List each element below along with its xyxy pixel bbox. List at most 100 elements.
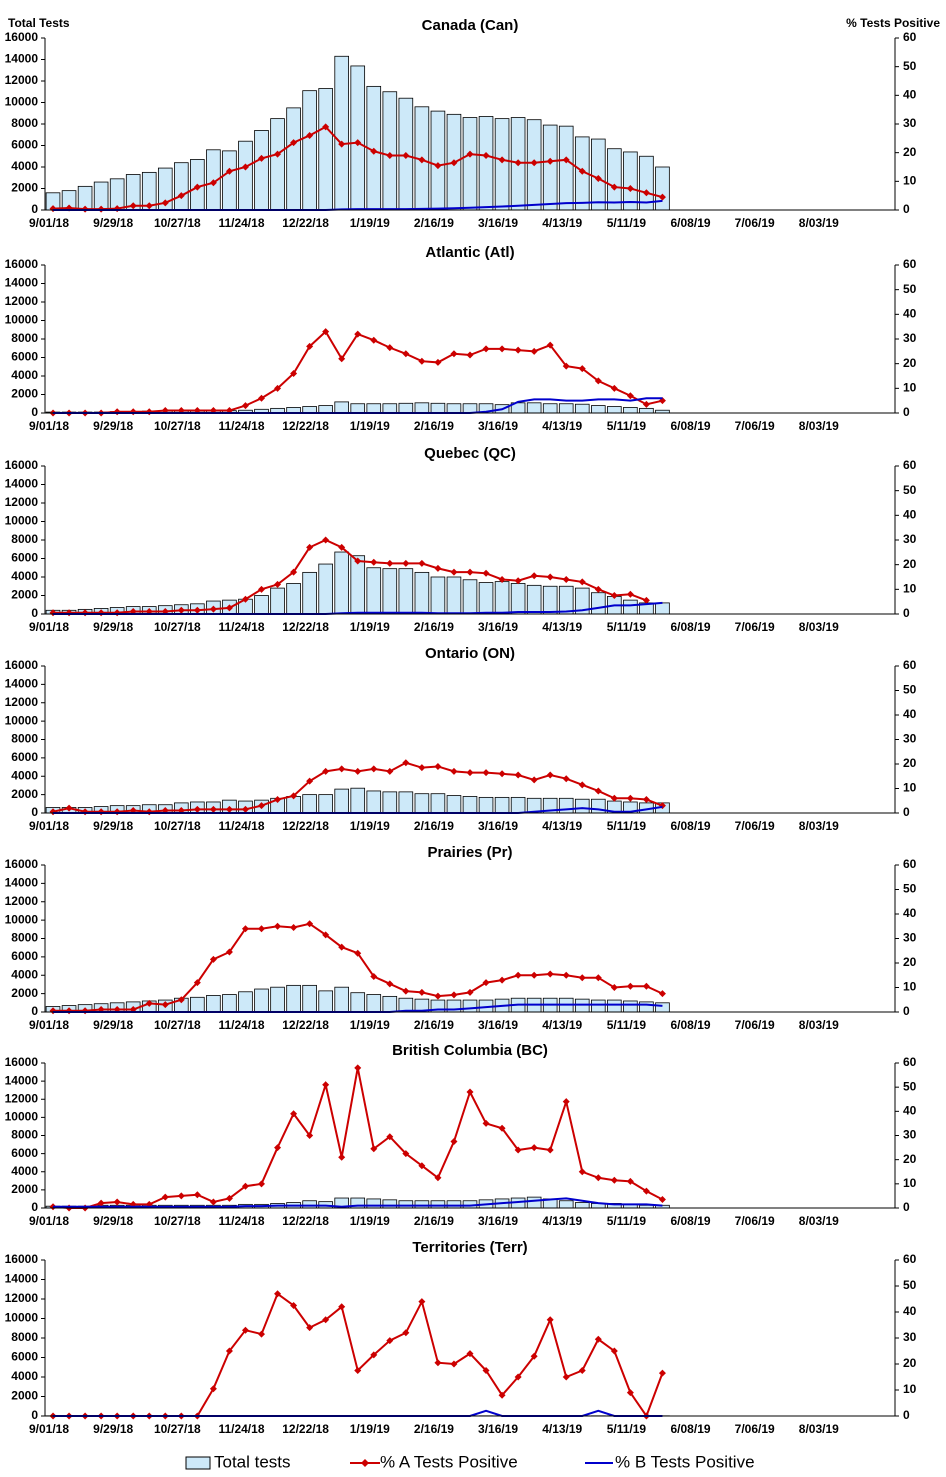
legend-swatch <box>361 1459 369 1467</box>
y2-tick-label: 60 <box>903 30 917 44</box>
marker <box>626 1389 634 1397</box>
y2-tick-label: 30 <box>903 1128 917 1142</box>
marker <box>626 982 634 990</box>
x-tick-label: 1/19/19 <box>350 1422 390 1436</box>
bar <box>591 999 606 1013</box>
marker <box>546 970 554 978</box>
marker <box>370 765 378 773</box>
bar <box>302 1200 317 1209</box>
panel-title: Prairies (Pr) <box>427 844 512 861</box>
y2-axis-label: % Tests Positive <box>846 16 940 30</box>
x-tick-label: 3/16/19 <box>478 819 518 833</box>
bar <box>302 984 317 1013</box>
y2-tick-label: 30 <box>903 331 917 345</box>
marker <box>193 606 201 614</box>
marker <box>642 1187 650 1195</box>
y2-tick-label: 50 <box>903 683 917 697</box>
y2-tick-label: 0 <box>903 1200 910 1214</box>
x-tick-label: 11/24/18 <box>218 620 264 634</box>
marker <box>193 1191 201 1199</box>
marker <box>274 922 282 930</box>
marker <box>65 804 73 812</box>
bar <box>430 576 446 615</box>
y-tick-label: 2000 <box>11 1182 38 1196</box>
bar <box>398 1200 414 1209</box>
marker <box>594 174 602 182</box>
marker <box>498 156 506 164</box>
y-tick-label: 2000 <box>11 387 38 401</box>
y2-tick-label: 40 <box>903 307 917 321</box>
y2-tick-label: 30 <box>903 532 917 546</box>
y-tick-label: 12000 <box>5 294 39 308</box>
y-tick-label: 8000 <box>11 331 38 345</box>
marker <box>450 767 458 775</box>
marker <box>241 1182 249 1190</box>
x-tick-label: 10/27/18 <box>154 819 201 833</box>
y-tick-label: 12000 <box>5 894 39 908</box>
marker <box>322 123 330 131</box>
bar <box>222 994 237 1013</box>
bar <box>238 140 253 211</box>
y-tick-label: 16000 <box>5 1252 39 1266</box>
y2-tick-label: 0 <box>903 606 910 620</box>
y-tick-label: 2000 <box>11 181 38 195</box>
bar <box>462 579 478 615</box>
marker <box>386 1337 394 1345</box>
x-tick-label: 6/08/19 <box>671 419 711 433</box>
bar <box>623 1000 638 1013</box>
marker <box>241 595 249 603</box>
bar <box>655 602 670 615</box>
x-tick-label: 2/16/19 <box>414 1422 454 1436</box>
marker <box>241 163 249 171</box>
y2-tick-label: 40 <box>903 906 917 920</box>
marker <box>498 1391 506 1399</box>
bar <box>350 992 366 1013</box>
y2-tick-label: 10 <box>903 781 917 795</box>
marker <box>322 536 330 544</box>
bar <box>462 403 478 414</box>
marker <box>241 1326 249 1334</box>
marker <box>578 167 586 175</box>
bar <box>382 1199 398 1209</box>
marker <box>354 330 362 338</box>
marker <box>145 408 153 416</box>
bar <box>430 402 446 414</box>
y2-tick-label: 20 <box>903 356 917 370</box>
y-tick-label: 12000 <box>5 73 39 87</box>
x-tick-label: 2/16/19 <box>414 216 454 230</box>
marker <box>482 979 490 987</box>
marker <box>209 805 217 813</box>
x-tick-label: 7/06/19 <box>735 819 775 833</box>
x-tick-label: 2/16/19 <box>414 819 454 833</box>
bar <box>222 150 237 211</box>
x-tick-label: 7/06/19 <box>735 1018 775 1032</box>
marker <box>482 1119 490 1127</box>
marker <box>209 605 217 613</box>
y2-tick-label: 50 <box>903 1278 917 1292</box>
x-tick-label: 1/19/19 <box>350 216 390 230</box>
marker <box>402 559 410 567</box>
y2-tick-label: 20 <box>903 145 917 159</box>
bar <box>526 402 542 414</box>
bar <box>206 995 221 1013</box>
marker <box>209 179 217 187</box>
marker <box>161 1001 169 1009</box>
y2-tick-label: 50 <box>903 483 917 497</box>
bar <box>574 1202 590 1209</box>
marker <box>338 140 346 148</box>
bar <box>190 996 205 1013</box>
bar <box>623 599 638 615</box>
bar <box>478 796 494 814</box>
marker <box>530 159 538 167</box>
marker <box>322 1081 330 1089</box>
bar <box>430 793 446 814</box>
x-tick-label: 12/22/18 <box>282 216 329 230</box>
x-tick-label: 2/16/19 <box>414 1018 454 1032</box>
y2-tick-label: 20 <box>903 1356 917 1370</box>
y-tick-label: 16000 <box>5 257 39 271</box>
x-tick-label: 11/24/18 <box>218 1214 264 1228</box>
x-tick-label: 10/27/18 <box>154 216 201 230</box>
y-tick-label: 14000 <box>5 1073 39 1087</box>
marker <box>354 1367 362 1374</box>
marker <box>466 1088 474 1096</box>
